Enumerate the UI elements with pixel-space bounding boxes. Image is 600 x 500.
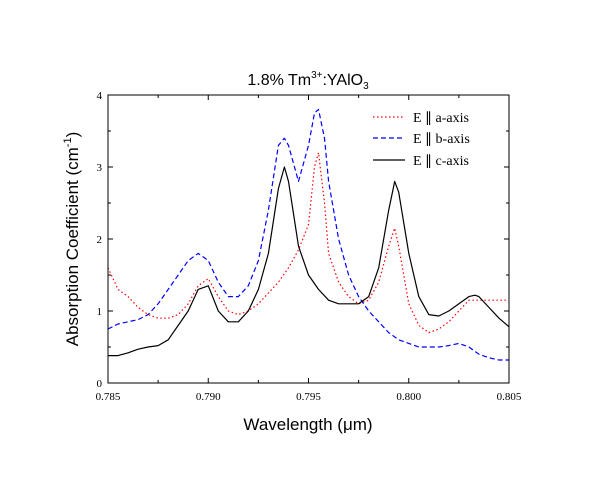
chart-title: 1.8% Tm3+:YAlO3 [247, 70, 369, 92]
y-tick-label: 0 [97, 378, 103, 390]
legend-label-c-axis: E ∥ c-axis [413, 154, 469, 169]
x-tick-label: 0.790 [196, 391, 221, 403]
series-line-c-axis [108, 166, 509, 357]
legend-label-a-axis: E ∥ a-axis [413, 111, 469, 126]
ticks-layer: 0.785 0.790 0.795 0.800 0.805 0 1 2 3 4 [96, 90, 522, 403]
x-tick-label: 0.800 [396, 391, 421, 403]
legend: E ∥ a-axis E ∥ b-axis E ∥ c-axis [373, 111, 470, 169]
x-tick-label: 0.805 [497, 391, 522, 403]
x-tick-label: 0.795 [296, 391, 321, 403]
series-line-a-axis [108, 152, 509, 334]
y-tick-label: 1 [97, 306, 103, 318]
x-tick-label: 0.785 [96, 391, 121, 403]
y-tick-label: 3 [97, 162, 103, 174]
y-axis-title: Absorption Coefficient (cm-1) [62, 132, 82, 347]
series-layer [108, 108, 509, 361]
x-axis-title: Wavelength (μm) [243, 415, 372, 434]
legend-label-b-axis: E ∥ b-axis [413, 132, 470, 147]
y-tick-label: 4 [97, 90, 103, 102]
y-tick-label: 2 [97, 234, 103, 246]
